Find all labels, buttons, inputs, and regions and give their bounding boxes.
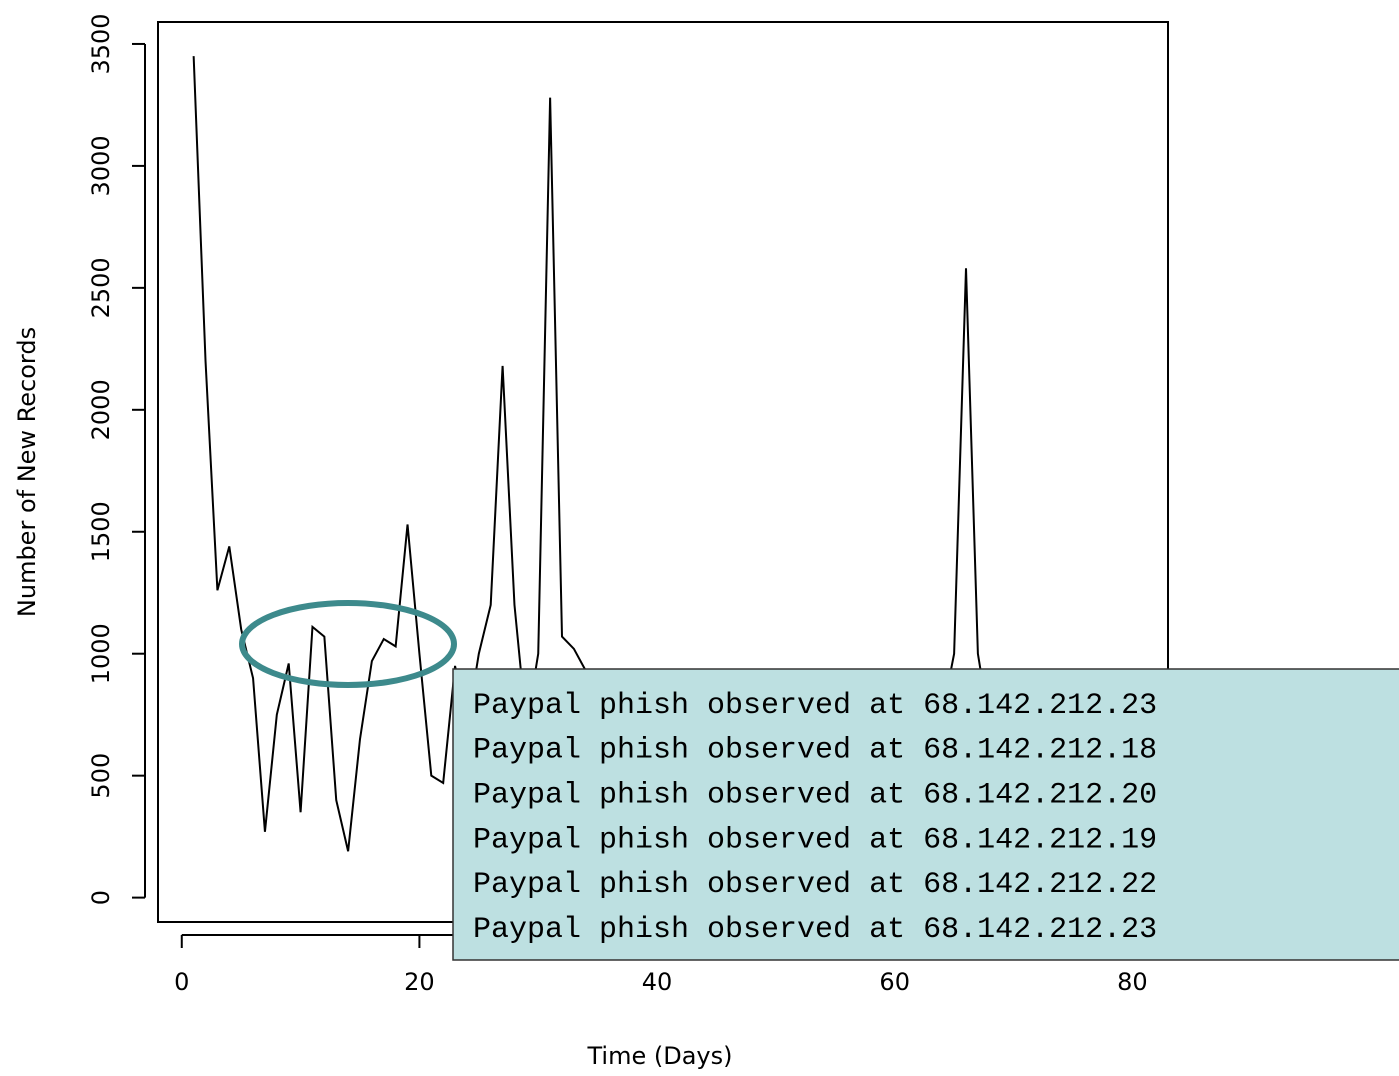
annotation-line: Paypal phish observed at 68.142.212.20: [473, 779, 1157, 813]
annotation-box: [452, 668, 1399, 961]
annotation-line: Paypal phish observed at 68.142.212.19: [473, 823, 1157, 857]
y-tick-label: 2000: [87, 379, 115, 440]
annotation-line: Paypal phish observed at 68.142.212.22: [473, 868, 1157, 902]
x-tick-label: 60: [879, 968, 910, 996]
x-tick-label: 20: [404, 968, 435, 996]
y-axis-label: Number of New Records: [13, 327, 41, 617]
x-tick-label: 40: [642, 968, 673, 996]
annotation-line: Paypal phish observed at 68.142.212.18: [473, 734, 1157, 768]
y-tick-label: 2500: [87, 257, 115, 318]
annotation-line: Paypal phish observed at 68.142.212.23: [473, 689, 1157, 723]
y-tick-label: 3500: [87, 13, 115, 74]
x-axis-label: Time (Days): [587, 1042, 733, 1070]
annotation-line: Paypal phish observed at 68.142.212.23: [473, 913, 1157, 947]
y-tick-label: 500: [87, 753, 115, 799]
y-tick-label: 3000: [87, 135, 115, 196]
y-tick-label: 0: [87, 890, 115, 905]
y-tick-label: 1000: [87, 623, 115, 684]
highlight-ellipse: [239, 600, 457, 688]
x-tick-label: 80: [1117, 968, 1148, 996]
y-tick-label: 1500: [87, 501, 115, 562]
x-tick-label: 0: [174, 968, 189, 996]
annotation-list: Paypal phish observed at 68.142.212.23 Pa…: [473, 689, 1157, 947]
